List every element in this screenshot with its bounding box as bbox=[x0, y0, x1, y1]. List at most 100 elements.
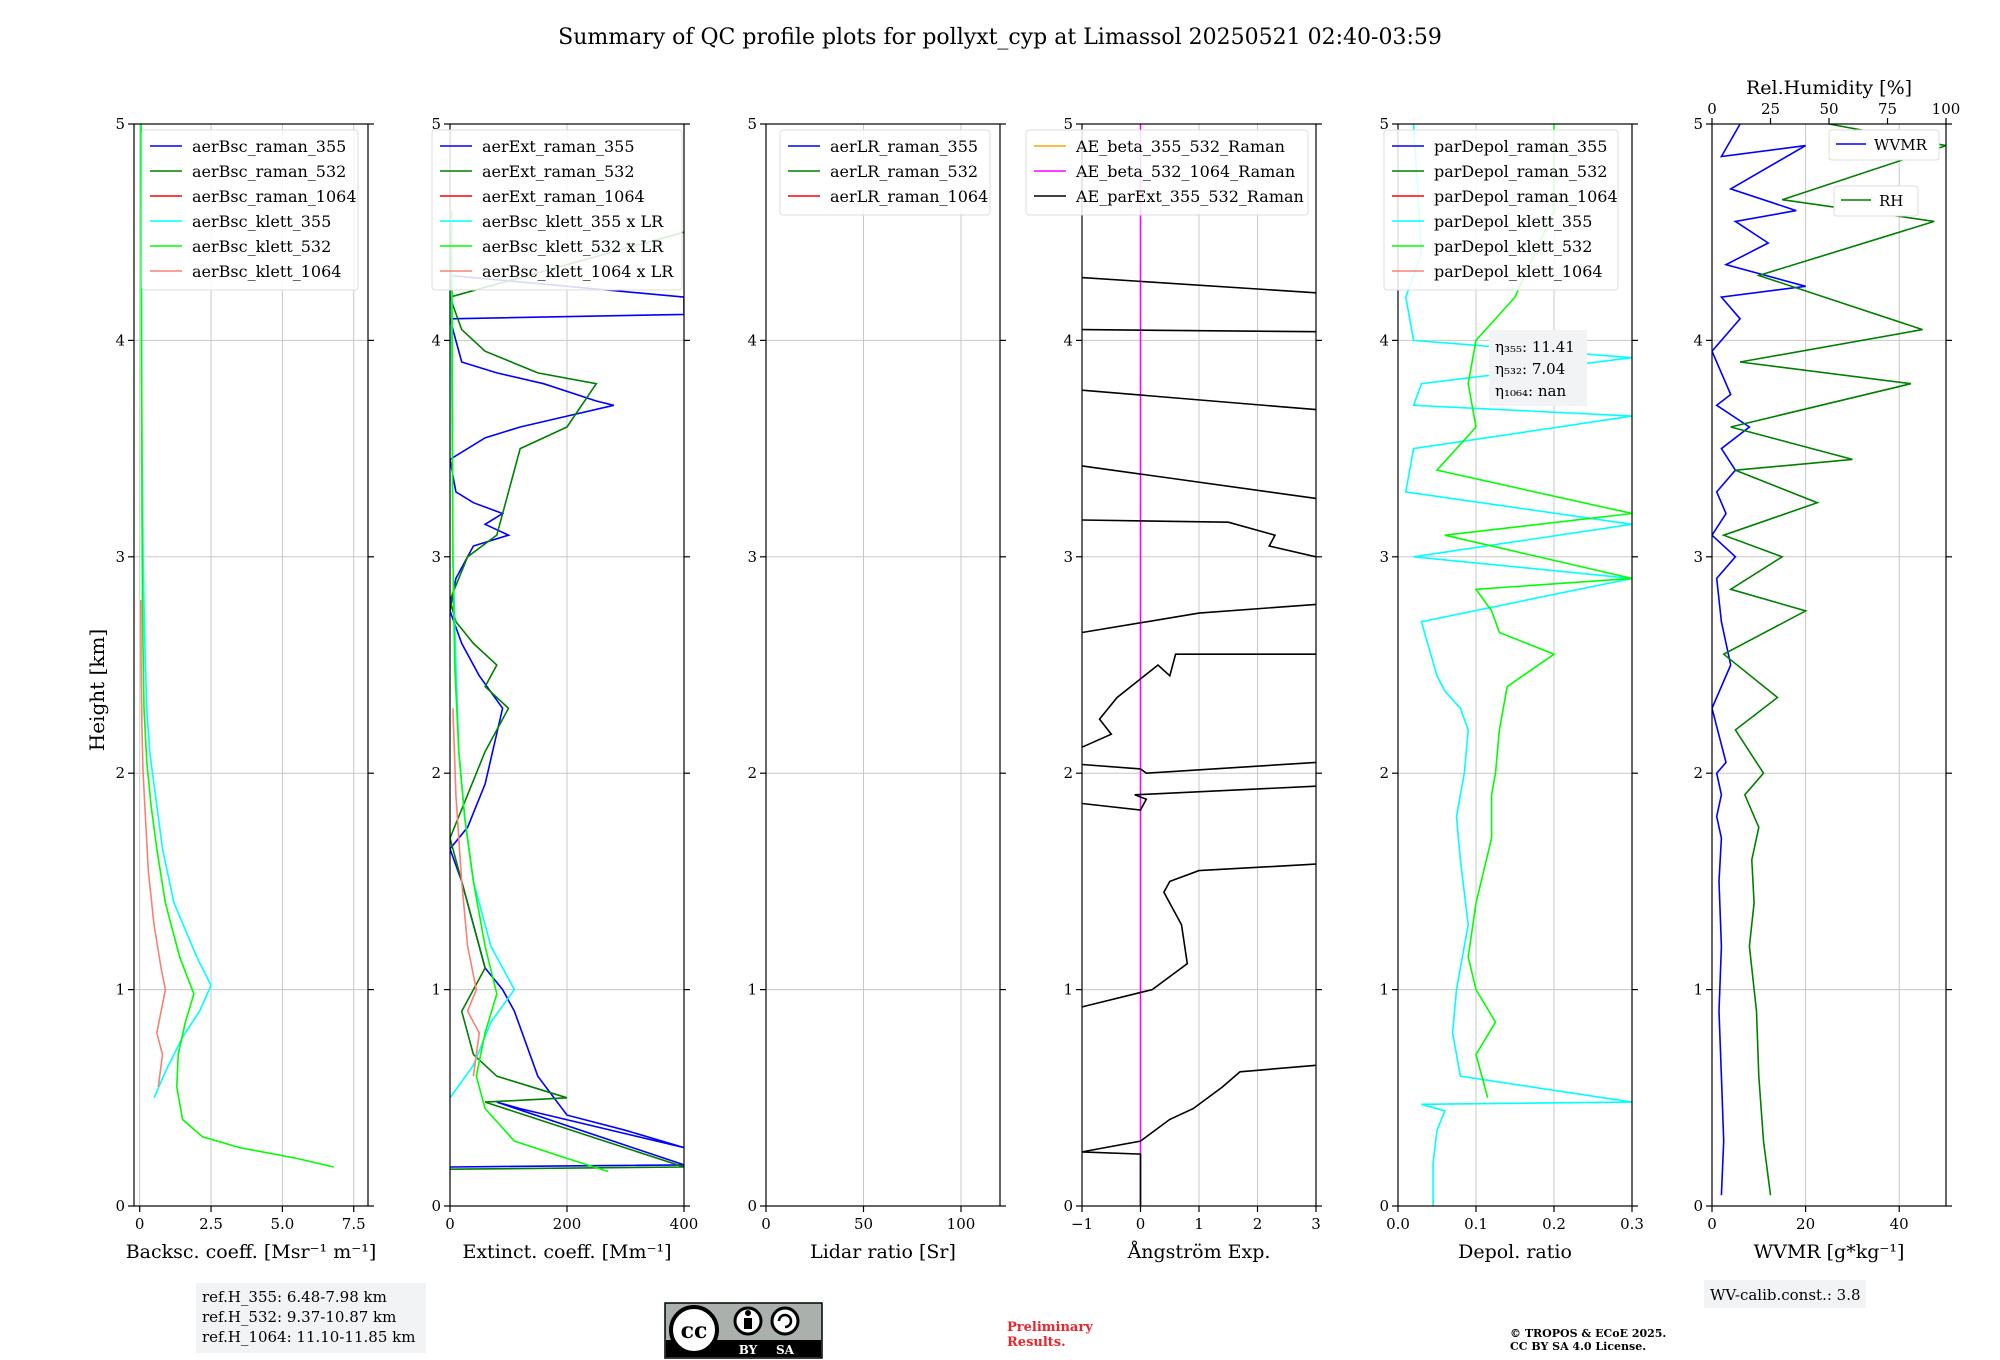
legend-wvmr: WVMR bbox=[1828, 129, 1940, 161]
x-tick-label: 7.5 bbox=[342, 1215, 366, 1233]
legend-label: AE_beta_355_532_Raman bbox=[1075, 137, 1285, 156]
y-tick-label: 4 bbox=[115, 331, 125, 349]
y-tick-label: 0 bbox=[1693, 1197, 1703, 1215]
series-AE_parExt_355_532_Raman bbox=[1082, 276, 1316, 1206]
series-RH bbox=[1721, 124, 1946, 1196]
legend-label: aerBsc_klett_355 bbox=[192, 212, 331, 231]
x-axis-label: WVMR [g*kg⁻¹] bbox=[1754, 1241, 1905, 1263]
x-tick-label: 40 bbox=[1890, 1215, 1909, 1233]
legend-label: parDepol_raman_1064 bbox=[1434, 187, 1618, 206]
x-tick-label: 20 bbox=[1796, 1215, 1815, 1233]
legend-label: aerBsc_klett_1064 x LR bbox=[482, 262, 674, 281]
y-tick-label: 3 bbox=[747, 548, 757, 566]
axes-frame bbox=[765, 123, 1001, 1207]
legend-label: aerBsc_klett_532 bbox=[192, 237, 331, 256]
legend: aerExt_raman_355 aerExt_raman_532 aerExt_r… bbox=[431, 129, 683, 291]
legend-label: aerBsc_klett_1064 bbox=[192, 262, 341, 281]
y-tick-label: 3 bbox=[115, 548, 125, 566]
sa-label: SA bbox=[776, 1343, 795, 1357]
legend-label: aerLR_raman_355 bbox=[830, 137, 978, 156]
license-text: CC BY SA 4.0 License. bbox=[1510, 1340, 1646, 1353]
axes-frame bbox=[133, 123, 369, 1207]
copyright-text: © TROPOS & ECoE 2025. bbox=[1510, 1327, 1666, 1340]
legend: aerBsc_raman_355 aerBsc_raman_532 aerBsc_r… bbox=[141, 129, 359, 291]
x-axis-label: Extinct. coeff. [Mm⁻¹] bbox=[462, 1241, 671, 1263]
share-alike-icon bbox=[770, 1306, 800, 1336]
series-aerBsc_klett_1064 bbox=[140, 600, 167, 1088]
y-tick-label: 5 bbox=[115, 115, 125, 133]
x2-tick-label: 75 bbox=[1878, 100, 1897, 118]
y-tick-label: 2 bbox=[431, 764, 441, 782]
y-tick-label: 3 bbox=[1063, 548, 1073, 566]
cc-license-badge: cc BY SA bbox=[664, 1302, 823, 1359]
x-tick-label: 0 bbox=[1707, 1215, 1717, 1233]
ref-height-532: ref.H_532: 9.37-10.87 km bbox=[202, 1308, 396, 1326]
y-tick-label: 4 bbox=[1063, 331, 1073, 349]
eta-annotation: η₃₅₅: 11.41 η₅₃₂: 7.04 η₁₀₆₄: nan bbox=[1489, 330, 1587, 406]
y-tick-label: 2 bbox=[115, 764, 125, 782]
legend-label: parDepol_klett_1064 bbox=[1434, 262, 1603, 281]
x2-tick-label: 100 bbox=[1932, 100, 1961, 118]
legend-label: AE_parExt_355_532_Raman bbox=[1075, 187, 1304, 206]
legend: AE_beta_355_532_Raman AE_beta_532_1064_Ra… bbox=[1025, 129, 1309, 216]
y-tick-label: 0 bbox=[431, 1197, 441, 1215]
x-tick-label: 1 bbox=[1194, 1215, 1204, 1233]
x-tick-label: 0.3 bbox=[1620, 1215, 1644, 1233]
series-aerBsc_klett_1064 x LR bbox=[452, 708, 481, 1077]
series-aerBsc_klett_532 x LR bbox=[451, 210, 609, 1173]
y-tick-label: 2 bbox=[1693, 764, 1703, 782]
y-tick-label: 1 bbox=[115, 981, 125, 999]
legend-label: aerBsc_raman_532 bbox=[192, 162, 346, 181]
by-label: BY bbox=[739, 1343, 758, 1357]
y-tick-label: 1 bbox=[747, 981, 757, 999]
legend-label: parDepol_raman_355 bbox=[1434, 137, 1607, 156]
y-tick-label: 1 bbox=[1693, 981, 1703, 999]
panel-1: 0 1 2 3 4 5 0 2.5 5.0 7.5 Backsc. coeff. [Msr⁻¹ m⁻… bbox=[115, 115, 376, 1263]
series-parDepol_klett_355 bbox=[1404, 124, 1632, 1206]
eta-value: η₃₅₅: 11.41 bbox=[1495, 338, 1575, 356]
y-tick-label: 4 bbox=[747, 331, 757, 349]
axes-frame bbox=[1397, 123, 1633, 1207]
y-tick-label: 0 bbox=[115, 1197, 125, 1215]
x-tick-label: 200 bbox=[553, 1215, 582, 1233]
attribution-icon bbox=[733, 1306, 763, 1336]
x2-axis-label: Rel.Humidity [%] bbox=[1746, 77, 1912, 99]
legend-label: aerLR_raman_532 bbox=[830, 162, 978, 181]
x-tick-label: 100 bbox=[947, 1215, 976, 1233]
y-tick-label: 5 bbox=[747, 115, 757, 133]
y-tick-label: 1 bbox=[431, 981, 441, 999]
ref-height-1064: ref.H_1064: 11.10-11.85 km bbox=[202, 1328, 415, 1346]
y-tick-label: 5 bbox=[1379, 115, 1389, 133]
legend-label: aerExt_raman_1064 bbox=[482, 187, 645, 206]
wv-calib-box: WV-calib.const.: 3.8 bbox=[1704, 1280, 1866, 1308]
y-tick-label: 2 bbox=[1379, 764, 1389, 782]
y-tick-label: 5 bbox=[431, 115, 441, 133]
x-tick-label: 3 bbox=[1311, 1215, 1321, 1233]
panel-5: 0 1 2 3 4 5 0.0 0.1 0.2 0.3 Depol. ratio parDepol_r… bbox=[1379, 115, 1643, 1263]
series-aerExt_raman_532 bbox=[450, 231, 684, 1170]
eta-value: η₅₃₂: 7.04 bbox=[1495, 360, 1565, 378]
x-tick-label: 400 bbox=[670, 1215, 699, 1233]
legend-label: WVMR bbox=[1874, 136, 1928, 154]
x-tick-label: 0 bbox=[761, 1215, 771, 1233]
preliminary-label: Preliminary bbox=[1007, 1320, 1093, 1335]
legend-rh: RH bbox=[1833, 185, 1919, 217]
y-tick-label: 3 bbox=[1379, 548, 1389, 566]
y-tick-label: 1 bbox=[1063, 981, 1073, 999]
x-axis-label: Ångström Exp. bbox=[1127, 1241, 1271, 1263]
x2-tick-label: 0 bbox=[1707, 100, 1717, 118]
legend-label: aerBsc_raman_1064 bbox=[192, 187, 357, 206]
y-tick-label: 4 bbox=[1379, 331, 1389, 349]
eta-value: η₁₀₆₄: nan bbox=[1495, 382, 1566, 400]
preliminary-results-label: Results. bbox=[1007, 1335, 1066, 1350]
ref-heights-box: ref.H_355: 6.48-7.98 km ref.H_532: 9.37-… bbox=[196, 1283, 426, 1353]
x-tick-label: 0.2 bbox=[1542, 1215, 1566, 1233]
x-tick-label: 0.1 bbox=[1464, 1215, 1488, 1233]
y-tick-label: 5 bbox=[1693, 115, 1703, 133]
x-tick-label: −1 bbox=[1071, 1215, 1093, 1233]
legend-label: RH bbox=[1879, 192, 1903, 210]
y-tick-label: 0 bbox=[747, 1197, 757, 1215]
